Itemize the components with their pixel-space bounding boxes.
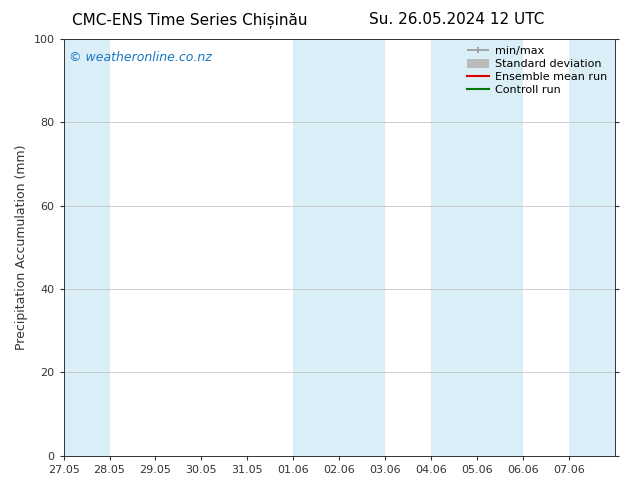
Y-axis label: Precipitation Accumulation (mm): Precipitation Accumulation (mm) (15, 145, 28, 350)
Bar (294, 39, 385, 456)
Text: © weatheronline.co.nz: © weatheronline.co.nz (69, 51, 212, 64)
Legend: min/max, Standard deviation, Ensemble mean run, Controll run: min/max, Standard deviation, Ensemble me… (463, 42, 612, 99)
Bar (431, 39, 523, 456)
Text: CMC-ENS Time Series Chișinău: CMC-ENS Time Series Chișinău (72, 12, 308, 28)
Bar (569, 39, 615, 456)
Text: Su. 26.05.2024 12 UTC: Su. 26.05.2024 12 UTC (369, 12, 544, 27)
Bar (63, 39, 110, 456)
